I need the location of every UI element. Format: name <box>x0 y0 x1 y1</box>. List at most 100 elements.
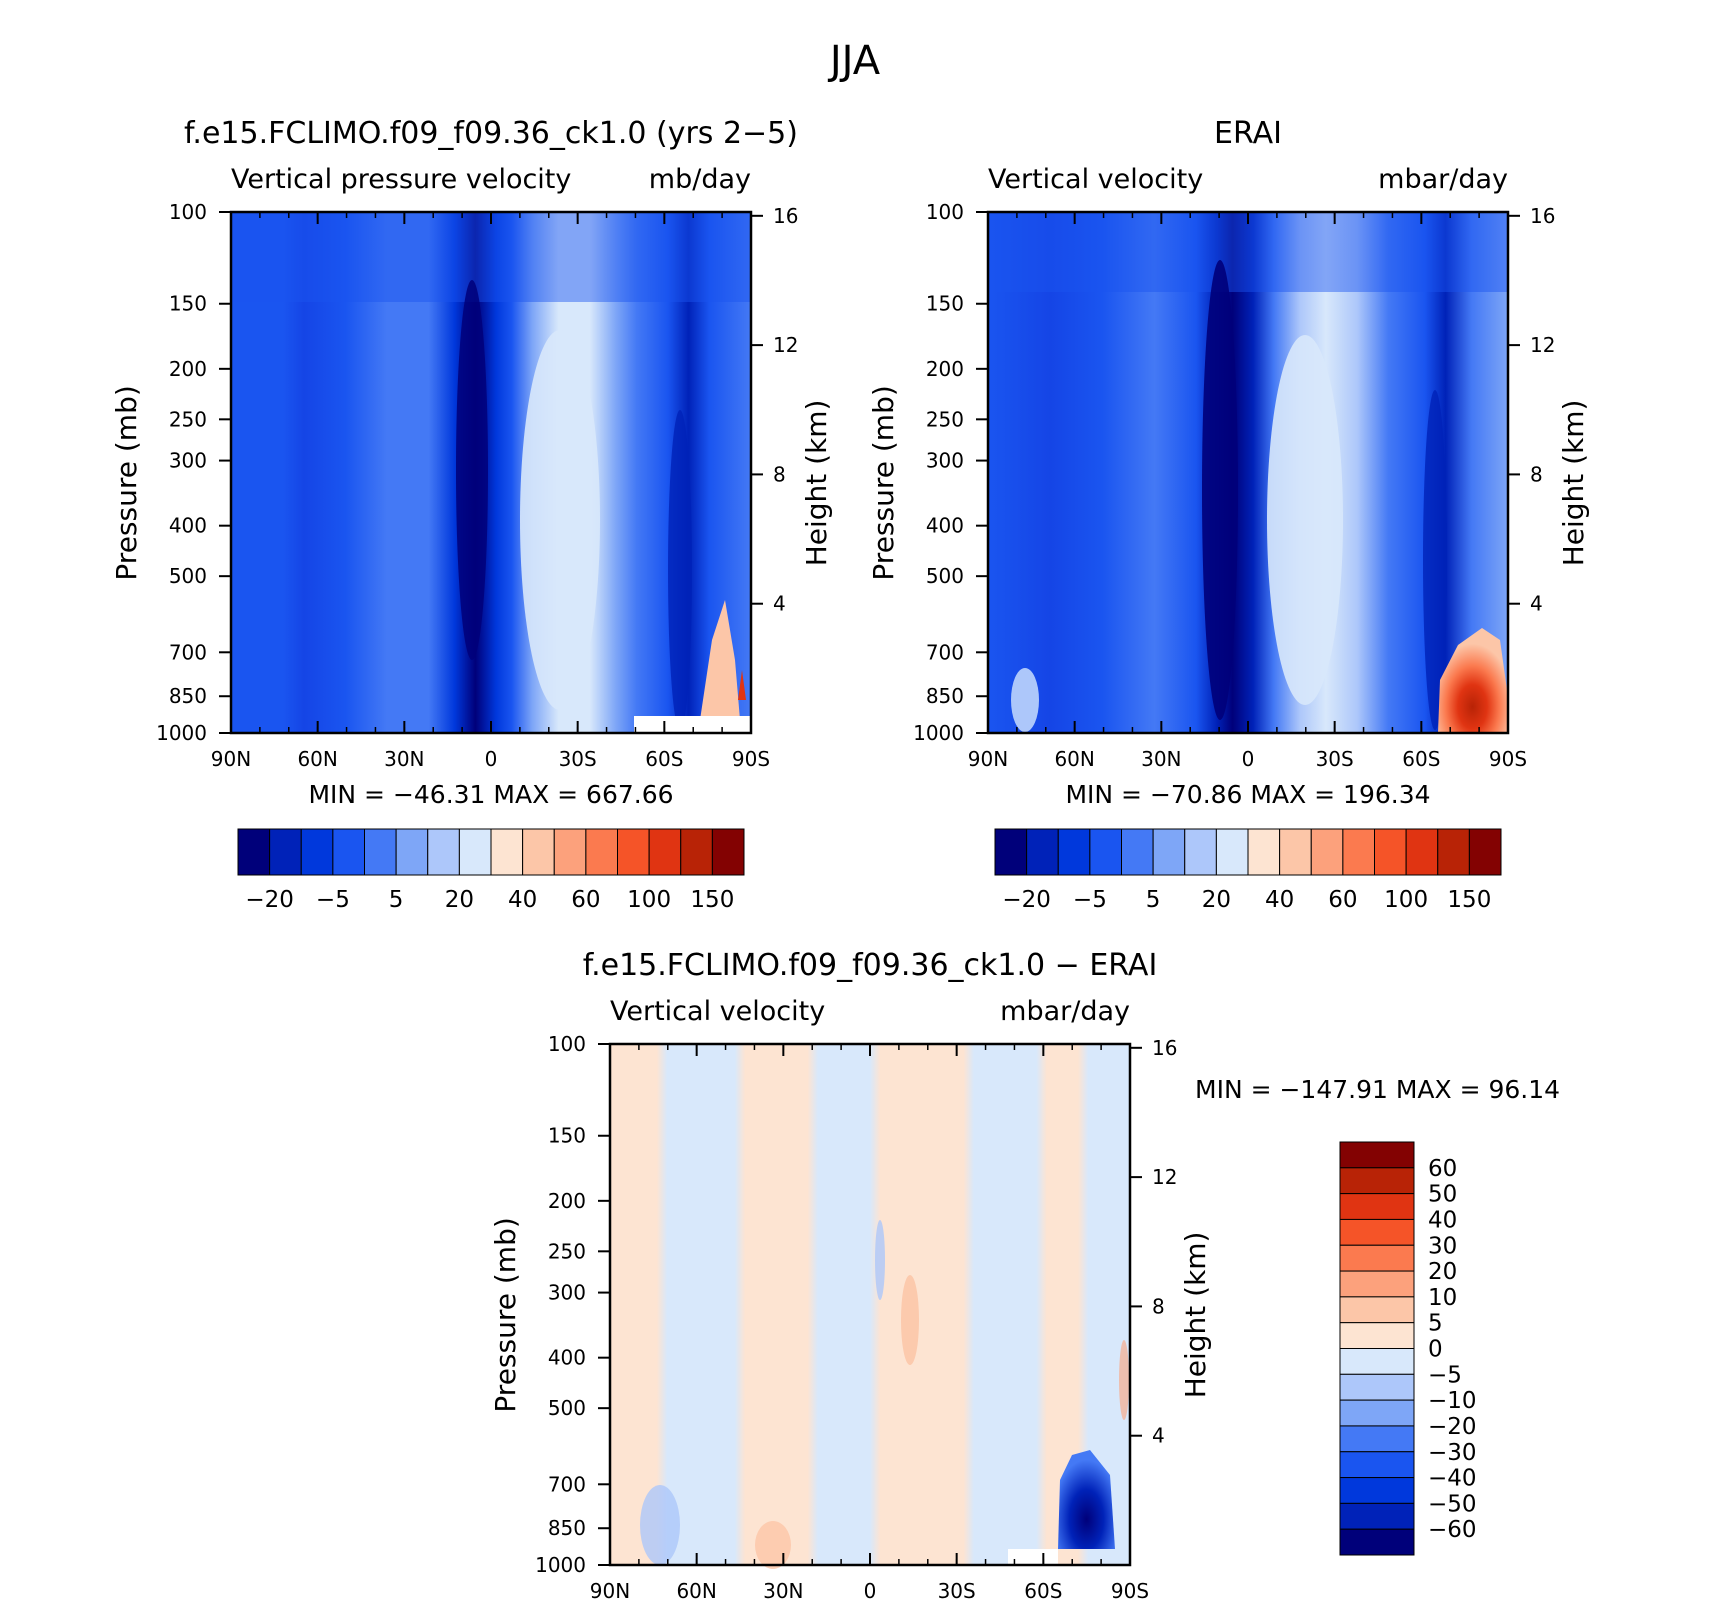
panel-3-colorbar-label: 50 <box>1428 1182 1457 1208</box>
panel-2-title: ERAI <box>1214 116 1282 151</box>
panel-1-colorbar-box <box>522 828 555 876</box>
panel-1-colorbar-box <box>490 828 524 876</box>
panel-3-y-tick-label: 100 <box>548 1032 586 1056</box>
panel-3-x-tick-label: 30N <box>763 1579 803 1601</box>
panel-2-colorbar-box <box>1468 828 1502 876</box>
panel-3-x-tick-label: 30S <box>938 1579 976 1601</box>
panel-1-colorbar-box <box>585 828 618 876</box>
panel-3-y-tick-label: 300 <box>548 1281 586 1305</box>
panel-3-colorbar-box <box>1339 1502 1415 1530</box>
panel-2-colorbar-box <box>1437 828 1470 876</box>
panel-3-x-tick-label: 90N <box>590 1579 630 1601</box>
panel-1-colorbar-box <box>427 828 460 876</box>
panel-3-colorbar-label: 30 <box>1428 1233 1457 1259</box>
panel-3-colorbar-box <box>1339 1270 1415 1298</box>
panel-1-y-right-tick-label: 16 <box>773 204 798 228</box>
panel-1-y-right-tick-label: 4 <box>773 592 786 616</box>
panel-3-colorbar-label: 40 <box>1428 1207 1457 1233</box>
panel-3-colorbar-box <box>1339 1141 1415 1169</box>
panel-3-y-tick-label: 400 <box>548 1346 586 1370</box>
panel-2-colorbar-box <box>1374 828 1407 876</box>
panel-2-colorbar-box <box>1184 828 1217 876</box>
panel-2-min-max: MIN = −70.86 MAX = 196.34 <box>1065 780 1430 809</box>
panel-1-colorbar-label: 20 <box>445 887 474 913</box>
panel-2-y-tick-label: 200 <box>926 357 964 381</box>
panel-3-colorbar-label: −5 <box>1428 1362 1462 1388</box>
panel-3-colorbar-label: −40 <box>1428 1466 1477 1492</box>
panel-3-y-tick-label: 200 <box>548 1189 586 1213</box>
panel-3-colorbar-box <box>1339 1477 1415 1504</box>
panel-2-colorbar-label: −20 <box>1002 887 1051 913</box>
panel-2-y-tick-label: 500 <box>926 564 964 588</box>
panel-3-colorbar-box <box>1339 1296 1415 1324</box>
panel-3-y-tick-label: 1000 <box>535 1553 586 1577</box>
panel-1-x-tick-label: 90S <box>732 747 770 771</box>
panel-1-y-tick-label: 700 <box>169 640 207 664</box>
panel-2-y-right-tick-label: 4 <box>1530 592 1543 616</box>
panel-2-colorbar-label: 40 <box>1265 887 1294 913</box>
panel-1-colorbar-box <box>237 828 271 876</box>
panel-1-colorbar-box <box>648 828 682 876</box>
panel-2-colorbar-box <box>1247 828 1281 876</box>
panel-3-units: mbar/day <box>1000 996 1130 1027</box>
panel-2-y-axis-label-right: Height (km) <box>1557 400 1590 567</box>
panel-2-y-tick-label: 1000 <box>913 721 964 745</box>
panel-2-y-tick-label: 400 <box>926 514 964 538</box>
panel-2-x-tick-label: 0 <box>1242 747 1255 771</box>
panel-1-y-axis-label: Pressure (mb) <box>110 385 143 580</box>
panel-3-colorbar-label: 10 <box>1428 1285 1457 1311</box>
panel-2-x-tick-label: 90N <box>968 747 1008 771</box>
panel-3-colorbar-box <box>1339 1348 1415 1375</box>
panel-3-colorbar-label: 20 <box>1428 1259 1457 1285</box>
panel-1-y-tick-label: 300 <box>169 449 207 473</box>
panel-2-colorbar-box <box>1026 828 1059 876</box>
panel-1-min-max: MIN = −46.31 MAX = 667.66 <box>308 780 673 809</box>
panel-2-field <box>988 212 1508 733</box>
panel-2-colorbar-box <box>1057 828 1091 876</box>
panel-2-y-right-tick-label: 12 <box>1530 333 1555 357</box>
panel-1-colorbar-label: −5 <box>316 887 350 913</box>
panel-1-colorbar-box <box>617 828 650 876</box>
panel-2-x-tick-label: 30S <box>1316 747 1354 771</box>
panel-1-y-right-tick-label: 8 <box>773 462 786 486</box>
panel-3-colorbar-box <box>1339 1425 1415 1453</box>
panel-3-min-max: MIN = −147.91 MAX = 96.14 <box>1195 1075 1560 1104</box>
panel-2-colorbar-box <box>1152 828 1186 876</box>
panel-2-x-tick-label: 30N <box>1141 747 1181 771</box>
panel-2-x-tick-label: 90S <box>1489 747 1527 771</box>
panel-1-y-tick-label: 200 <box>169 357 207 381</box>
panel-1-y-tick-label: 150 <box>169 292 207 316</box>
figure-title: JJA <box>829 38 881 84</box>
panel-2-colorbar-label: 20 <box>1202 887 1231 913</box>
panel-3-y-tick-label: 500 <box>548 1396 586 1420</box>
panel-1-colorbar-label: 40 <box>508 887 537 913</box>
panel-2-x-tick-label: 60N <box>1054 747 1094 771</box>
panel-2-units: mbar/day <box>1378 164 1508 195</box>
panel-2-colorbar-label: 60 <box>1328 887 1357 913</box>
panel-2-y-tick-label: 250 <box>926 407 964 431</box>
panel-1-colorbar-label: 5 <box>389 887 404 913</box>
panel-3-colorbar-label: −50 <box>1428 1491 1477 1517</box>
panel-1-y-tick-label: 400 <box>169 514 207 538</box>
panel-2-colorbar-label: 150 <box>1447 887 1491 913</box>
panel-2-y-right-tick-label: 16 <box>1530 204 1555 228</box>
panel-2-colorbar-label: 100 <box>1384 887 1428 913</box>
panel-1-y-tick-label: 1000 <box>156 721 207 745</box>
panel-3-subtitle-left: Vertical velocity <box>610 996 825 1027</box>
panel-1-field <box>231 212 751 733</box>
panel-2-colorbar-box <box>1089 828 1122 876</box>
panel-2-y-tick-label: 150 <box>926 292 964 316</box>
panel-3-colorbar-label: 0 <box>1428 1337 1443 1363</box>
panel-2-colorbar-box <box>994 828 1028 876</box>
panel-2-colorbar-label: −5 <box>1073 887 1107 913</box>
panel-1-x-tick-label: 0 <box>485 747 498 771</box>
panel-3-y-right-tick-label: 4 <box>1152 1424 1165 1448</box>
panel-2-colorbar-box <box>1215 828 1249 876</box>
panel-1-colorbar-label: 150 <box>690 887 734 913</box>
panel-3-colorbar-box <box>1339 1451 1415 1479</box>
panel-2-colorbar-box <box>1310 828 1344 876</box>
panel-1-colorbar-box <box>711 828 745 876</box>
panel-1-colorbar-box <box>680 828 713 876</box>
panel-3-x-tick-label: 60S <box>1024 1579 1062 1601</box>
